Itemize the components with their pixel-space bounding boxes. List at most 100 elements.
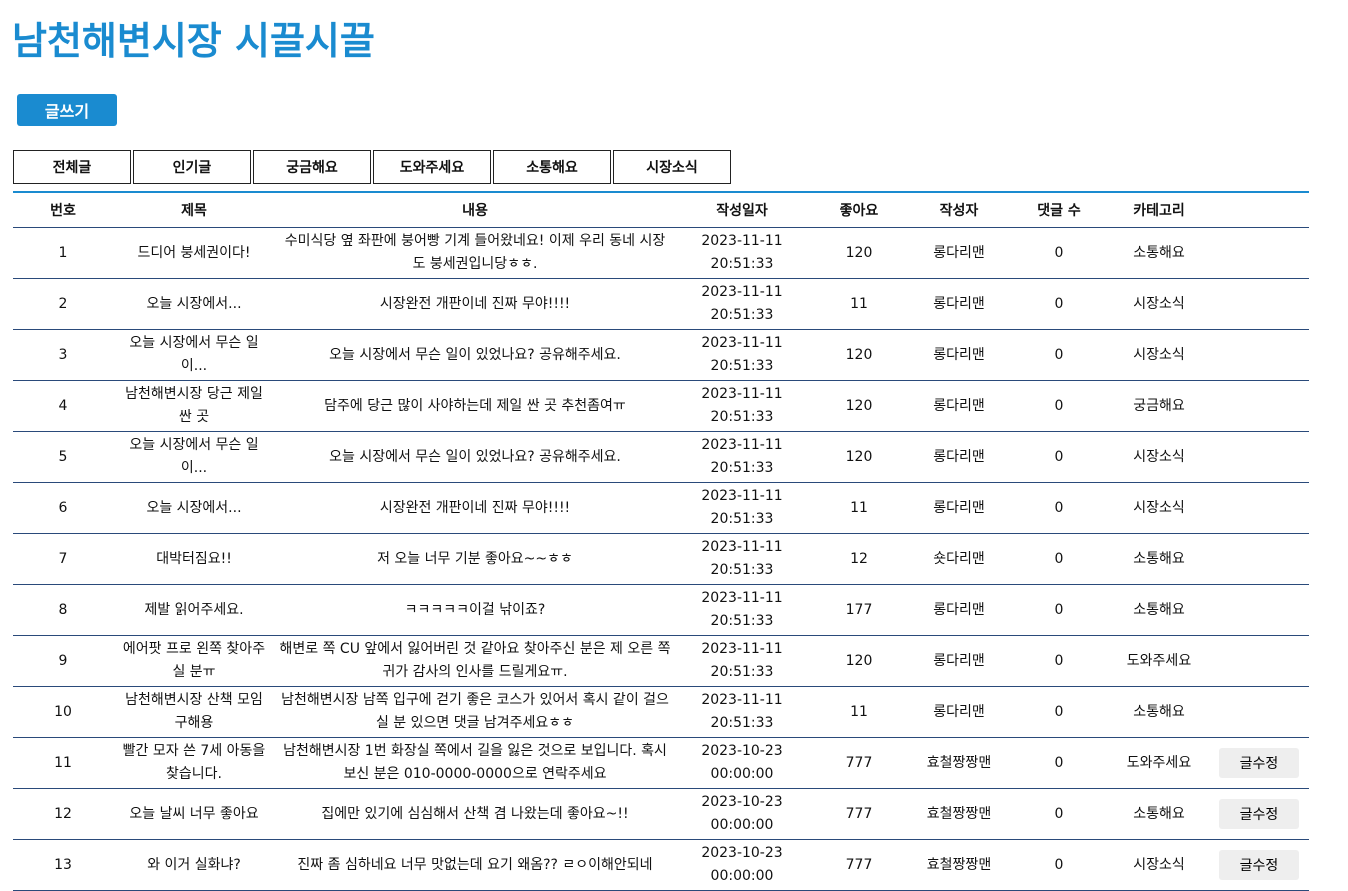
column-header-number: 번호 xyxy=(13,192,113,228)
post-title[interactable]: 빨간 모자 쓴 7세 아동을 찾습니다. xyxy=(113,737,275,789)
post-comment-count: 0 xyxy=(1009,380,1109,432)
post-title[interactable]: 오늘 시장에서... xyxy=(113,278,275,330)
post-title[interactable]: 오늘 시장에서 무슨 일이... xyxy=(113,431,275,483)
post-time: 20:51:33 xyxy=(710,613,774,629)
tab-popular[interactable]: 인기글 xyxy=(133,150,251,184)
post-comment-count: 0 xyxy=(1009,329,1109,381)
post-content: 남천해변시장 남쪽 입구에 걷기 좋은 코스가 있어서 혹시 같이 걸으실 분 … xyxy=(275,686,675,738)
table-row[interactable]: 9 에어팟 프로 왼쪽 찾아주실 분ㅠ 해변로 쪽 CU 앞에서 잃어버린 것 같아… xyxy=(13,635,1309,687)
post-title[interactable]: 남천해변시장 산책 모임 구해용 xyxy=(113,686,275,738)
post-likes: 777 xyxy=(809,737,909,789)
post-actions xyxy=(1209,686,1309,738)
post-date-cell: 2023-11-11 20:51:33 xyxy=(675,482,809,534)
table-row[interactable]: 2 오늘 시장에서... 시장완전 개판이네 진짜 무야!!!! 2023-11-11… xyxy=(13,278,1309,330)
post-time: 20:51:33 xyxy=(710,256,774,272)
tab-communicate[interactable]: 소통해요 xyxy=(493,150,611,184)
column-header-content: 내용 xyxy=(275,192,675,228)
post-category: 시장소식 xyxy=(1109,839,1209,891)
post-likes: 177 xyxy=(809,584,909,636)
post-date-cell: 2023-11-11 20:51:33 xyxy=(675,584,809,636)
post-comment-count: 0 xyxy=(1009,533,1109,585)
tab-all[interactable]: 전체글 xyxy=(13,150,131,184)
post-time: 20:51:33 xyxy=(710,460,774,476)
post-time: 00:00:00 xyxy=(710,868,774,884)
post-date-cell: 2023-11-11 20:51:33 xyxy=(675,635,809,687)
post-content: ㅋㅋㅋㅋㅋ이걸 낚이죠? xyxy=(275,584,675,636)
table-row[interactable]: 6 오늘 시장에서... 시장완전 개판이네 진짜 무야!!!! 2023-11-11… xyxy=(13,482,1309,534)
post-author: 효철짱짱맨 xyxy=(909,839,1009,891)
post-likes: 11 xyxy=(809,278,909,330)
post-number: 1 xyxy=(13,227,113,279)
post-title[interactable]: 대박터짐요!! xyxy=(113,533,275,585)
post-author: 롱다리맨 xyxy=(909,278,1009,330)
post-likes: 11 xyxy=(809,482,909,534)
post-title[interactable]: 와 이거 실화냐? xyxy=(113,839,275,891)
post-number: 9 xyxy=(13,635,113,687)
posts-table: 번호 제목 내용 작성일자 좋아요 작성자 댓글 수 카테고리 1 드디어 붕세권… xyxy=(13,191,1309,891)
post-title[interactable]: 에어팟 프로 왼쪽 찾아주실 분ㅠ xyxy=(113,635,275,687)
tab-questions[interactable]: 궁금해요 xyxy=(253,150,371,184)
post-actions xyxy=(1209,584,1309,636)
edit-post-button[interactable]: 글수정 xyxy=(1219,850,1299,880)
post-comment-count: 0 xyxy=(1009,635,1109,687)
post-category: 소통해요 xyxy=(1109,227,1209,279)
table-row[interactable]: 7 대박터짐요!! 저 오늘 너무 기분 좋아요~~ㅎㅎ 2023-11-11 20:5… xyxy=(13,533,1309,585)
tab-market-news[interactable]: 시장소식 xyxy=(613,150,731,184)
category-tabs: 전체글 인기글 궁금해요 도와주세요 소통해요 시장소식 xyxy=(13,150,731,184)
post-title[interactable]: 제발 읽어주세요. xyxy=(113,584,275,636)
post-author: 롱다리맨 xyxy=(909,380,1009,432)
post-date: 2023-11-11 xyxy=(701,539,783,555)
post-actions: 글수정 xyxy=(1209,737,1309,789)
post-comment-count: 0 xyxy=(1009,788,1109,840)
post-likes: 120 xyxy=(809,431,909,483)
post-date: 2023-11-11 xyxy=(701,335,783,351)
post-date-cell: 2023-10-23 00:00:00 xyxy=(675,839,809,891)
post-author: 효철짱짱맨 xyxy=(909,788,1009,840)
post-date: 2023-11-11 xyxy=(701,590,783,606)
post-date: 2023-10-23 xyxy=(701,743,783,759)
post-content: 집에만 있기에 심심해서 산책 겸 나왔는데 좋아요~!! xyxy=(275,788,675,840)
edit-post-button[interactable]: 글수정 xyxy=(1219,799,1299,829)
table-row[interactable]: 4 남천해변시장 당근 제일 싼 곳 담주에 당근 많이 사야하는데 제일 싼 곳 … xyxy=(13,380,1309,432)
table-row[interactable]: 1 드디어 붕세권이다! 수미식당 옆 좌판에 붕어빵 기계 들어왔네요! 이제 우… xyxy=(13,227,1309,279)
post-author: 롱다리맨 xyxy=(909,482,1009,534)
post-content: 해변로 쪽 CU 앞에서 잃어버린 것 같아요 찾아주신 분은 제 오른 쪽 귀… xyxy=(275,635,675,687)
post-actions xyxy=(1209,482,1309,534)
post-comment-count: 0 xyxy=(1009,227,1109,279)
column-header-comments: 댓글 수 xyxy=(1009,192,1109,228)
post-comment-count: 0 xyxy=(1009,584,1109,636)
post-date: 2023-11-11 xyxy=(701,488,783,504)
post-title[interactable]: 남천해변시장 당근 제일 싼 곳 xyxy=(113,380,275,432)
column-header-category: 카테고리 xyxy=(1109,192,1209,228)
post-number: 3 xyxy=(13,329,113,381)
post-title[interactable]: 오늘 시장에서 무슨 일이... xyxy=(113,329,275,381)
post-title[interactable]: 오늘 날씨 너무 좋아요 xyxy=(113,788,275,840)
post-date-cell: 2023-11-11 20:51:33 xyxy=(675,380,809,432)
post-title[interactable]: 오늘 시장에서... xyxy=(113,482,275,534)
post-comment-count: 0 xyxy=(1009,482,1109,534)
tab-help[interactable]: 도와주세요 xyxy=(373,150,491,184)
write-post-button[interactable]: 글쓰기 xyxy=(17,94,117,126)
post-actions xyxy=(1209,635,1309,687)
edit-post-button[interactable]: 글수정 xyxy=(1219,748,1299,778)
table-row[interactable]: 11 빨간 모자 쓴 7세 아동을 찾습니다. 남천해변시장 1번 화장실 쪽에서 … xyxy=(13,737,1309,789)
post-likes: 11 xyxy=(809,686,909,738)
table-row[interactable]: 5 오늘 시장에서 무슨 일이... 오늘 시장에서 무슨 일이 있었나요? 공유해… xyxy=(13,431,1309,483)
table-row[interactable]: 3 오늘 시장에서 무슨 일이... 오늘 시장에서 무슨 일이 있었나요? 공유해… xyxy=(13,329,1309,381)
post-title[interactable]: 드디어 붕세권이다! xyxy=(113,227,275,279)
post-actions xyxy=(1209,533,1309,585)
table-row[interactable]: 12 오늘 날씨 너무 좋아요 집에만 있기에 심심해서 산책 겸 나왔는데 좋아요… xyxy=(13,788,1309,840)
post-time: 20:51:33 xyxy=(710,358,774,374)
post-date: 2023-11-11 xyxy=(701,437,783,453)
column-header-title: 제목 xyxy=(113,192,275,228)
post-category: 소통해요 xyxy=(1109,533,1209,585)
table-row[interactable]: 8 제발 읽어주세요. ㅋㅋㅋㅋㅋ이걸 낚이죠? 2023-11-11 20:51:33… xyxy=(13,584,1309,636)
table-row[interactable]: 10 남천해변시장 산책 모임 구해용 남천해변시장 남쪽 입구에 걷기 좋은 코스… xyxy=(13,686,1309,738)
post-date-cell: 2023-11-11 20:51:33 xyxy=(675,431,809,483)
post-comment-count: 0 xyxy=(1009,431,1109,483)
post-number: 10 xyxy=(13,686,113,738)
post-date-cell: 2023-11-11 20:51:33 xyxy=(675,227,809,279)
table-row[interactable]: 13 와 이거 실화냐? 진짜 좀 심하네요 너무 맛없는데 요기 왜옴?? ㄹㅇ이… xyxy=(13,839,1309,891)
post-date-cell: 2023-11-11 20:51:33 xyxy=(675,533,809,585)
post-time: 20:51:33 xyxy=(710,562,774,578)
